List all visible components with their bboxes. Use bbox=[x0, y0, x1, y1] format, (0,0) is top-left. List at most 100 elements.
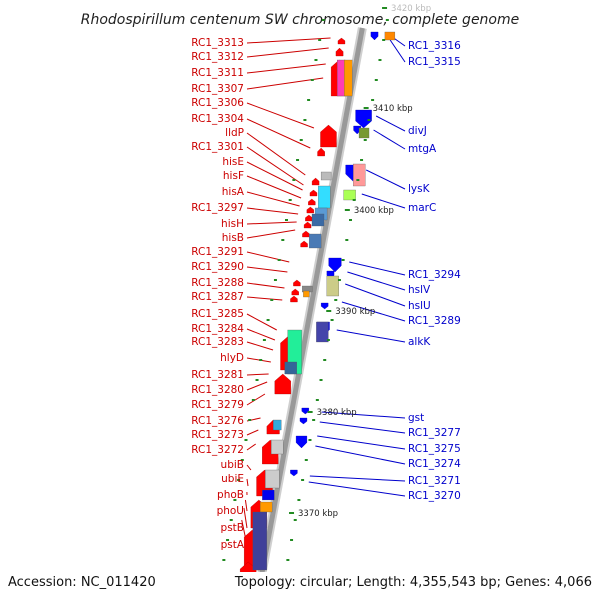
left-gene-label: RC1_3313 bbox=[191, 37, 244, 49]
left-gene-label: RC1_3311 bbox=[191, 67, 244, 79]
forward-gene-2 bbox=[335, 47, 344, 57]
left-connector-18 bbox=[246, 296, 283, 301]
left-gene-label: RC1_3312 bbox=[191, 51, 244, 63]
right-connector-8 bbox=[347, 271, 406, 291]
left-gene-label: RC1_3284 bbox=[191, 323, 244, 335]
left-gene-label: RC1_3273 bbox=[191, 429, 244, 441]
backbone-line bbox=[254, 27, 365, 600]
forward-gene-12 bbox=[302, 230, 310, 238]
right-connector-17 bbox=[308, 481, 406, 497]
cog-block-7 bbox=[308, 233, 322, 249]
left-gene-label: ubiB bbox=[221, 459, 244, 471]
reverse-gene-2 bbox=[355, 109, 372, 129]
left-connector-13 bbox=[246, 221, 297, 225]
left-connector-4 bbox=[246, 77, 324, 90]
left-gene-label: pstA bbox=[221, 539, 245, 551]
left-gene-label: RC1_3279 bbox=[191, 399, 244, 411]
left-gene-label: lldP bbox=[225, 127, 244, 139]
left-connector-20 bbox=[246, 328, 276, 341]
right-gene-label: mtgA bbox=[408, 143, 437, 155]
right-connector-3 bbox=[375, 115, 406, 132]
right-gene-label: marC bbox=[408, 202, 436, 214]
cog-block-24 bbox=[316, 321, 329, 343]
right-connector-10 bbox=[341, 301, 406, 322]
left-gene-label: RC1_3297 bbox=[191, 202, 244, 214]
right-connector-6 bbox=[361, 193, 406, 209]
left-gene-label: RC1_3280 bbox=[191, 384, 244, 396]
right-gene-label: RC1_3275 bbox=[408, 443, 461, 455]
right-connector-9 bbox=[345, 283, 406, 307]
right-gene-label: lysK bbox=[408, 183, 431, 195]
right-connector-15 bbox=[315, 445, 406, 465]
left-connector-30 bbox=[246, 478, 249, 487]
left-gene-label: hisH bbox=[221, 218, 244, 230]
left-connector-33 bbox=[243, 507, 248, 529]
left-connector-17 bbox=[246, 282, 285, 289]
reverse-gene-12 bbox=[290, 469, 298, 477]
left-gene-label: RC1_3306 bbox=[191, 97, 244, 109]
reverse-gene-7 bbox=[321, 302, 329, 310]
forward-gene-18 bbox=[274, 373, 291, 395]
right-gene-label: RC1_3270 bbox=[408, 490, 461, 502]
cog-block-14 bbox=[265, 469, 280, 489]
cog-block-12 bbox=[273, 419, 282, 431]
left-gene-label: RC1_3307 bbox=[191, 83, 244, 95]
left-gene-label: hisB bbox=[222, 232, 244, 244]
forward-gene-6 bbox=[311, 177, 320, 186]
cog-block-3 bbox=[320, 171, 332, 181]
right-gene-label: hslV bbox=[408, 284, 431, 296]
cog-block-2 bbox=[344, 59, 353, 97]
forward-gene-10 bbox=[305, 214, 313, 222]
forward-gene-1 bbox=[337, 37, 346, 45]
left-connector-10 bbox=[246, 175, 302, 199]
scale-label-2: 3410 kbp bbox=[373, 104, 413, 114]
left-gene-label: pstB bbox=[221, 522, 244, 534]
forward-gene-4 bbox=[320, 124, 337, 148]
cog-block-9 bbox=[303, 290, 310, 298]
right-gene-label: divJ bbox=[408, 125, 427, 137]
left-connector-28 bbox=[246, 443, 257, 451]
left-gene-label: RC1_3288 bbox=[191, 277, 244, 289]
left-gene-label: RC1_3272 bbox=[191, 444, 244, 456]
left-gene-label: hisF bbox=[223, 170, 244, 182]
right-connector-11 bbox=[336, 329, 406, 343]
left-gene-label: RC1_3287 bbox=[191, 291, 244, 303]
left-connector-8 bbox=[246, 146, 304, 186]
right-gene-label: RC1_3294 bbox=[408, 269, 461, 281]
map-title: Rhodospirillum centenum SW chromosome, c… bbox=[81, 12, 520, 28]
reverse-gene-9 bbox=[301, 407, 309, 415]
forward-gene-5 bbox=[317, 147, 325, 157]
left-gene-label: phoB bbox=[217, 489, 244, 501]
right-gene-label: RC1_3274 bbox=[408, 458, 461, 470]
right-gene-label: RC1_3315 bbox=[408, 56, 461, 68]
left-gene-label: ubiE bbox=[221, 473, 244, 485]
right-gene-label: RC1_3277 bbox=[408, 427, 461, 439]
chromosome-backbone bbox=[252, 27, 367, 600]
right-gene-labels: RC1_3316 RC1_3315 divJ mtgA lysK marC RC1_3294… bbox=[408, 40, 461, 502]
left-gene-labels: RC1_3313 RC1_3312 RC1_3311 RC1_3307 RC1_3306… bbox=[191, 37, 245, 551]
right-connector-7 bbox=[349, 261, 406, 276]
left-connector-27 bbox=[246, 429, 259, 436]
topology-text: Topology: circular; Length: 4,355,543 bp… bbox=[234, 575, 592, 590]
left-gene-label: RC1_3304 bbox=[191, 113, 244, 125]
right-connector-16 bbox=[309, 475, 406, 482]
left-gene-label: RC1_3291 bbox=[191, 246, 244, 258]
left-connector-19 bbox=[246, 313, 277, 331]
left-gene-label: hisE bbox=[222, 156, 244, 168]
forward-gene-7 bbox=[309, 189, 318, 197]
left-connector-16 bbox=[246, 266, 288, 273]
cog-block-13 bbox=[271, 439, 284, 455]
scale-label-4: 3390 kbp bbox=[335, 307, 375, 317]
cog-block-22 bbox=[343, 189, 356, 201]
scale-label-3: 3400 kbp bbox=[354, 206, 394, 216]
forward-gene-13 bbox=[300, 240, 308, 248]
scale-label-1: 3420 kbp bbox=[391, 4, 431, 14]
left-connector-22 bbox=[246, 357, 271, 363]
left-gene-label: RC1_3283 bbox=[191, 336, 244, 348]
reverse-gene-5 bbox=[328, 257, 342, 273]
right-gene-label: RC1_3289 bbox=[408, 315, 461, 327]
left-connector-14 bbox=[246, 229, 296, 239]
right-gene-label: RC1_3316 bbox=[408, 40, 461, 52]
